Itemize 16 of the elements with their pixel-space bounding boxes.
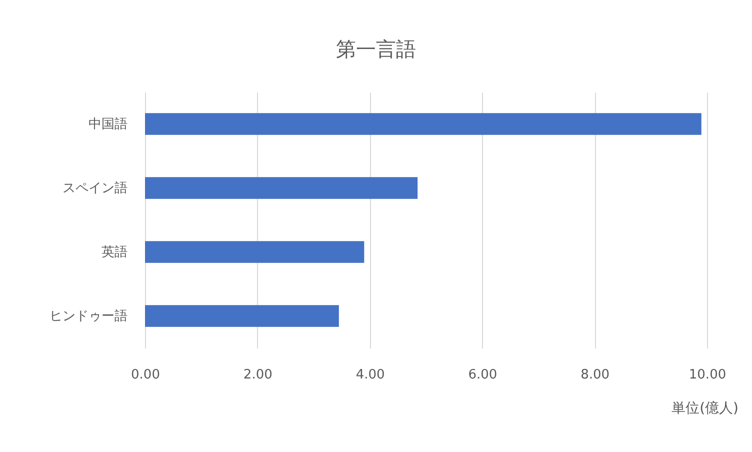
x-tick-label: 6.00 [468, 368, 498, 382]
x-tick-label: 0.00 [131, 368, 160, 382]
x-tick-label: 8.00 [580, 368, 610, 382]
y-tick-label: 中国語 [88, 117, 128, 132]
chart-title: 第一言語 [336, 37, 416, 61]
y-tick-label: スペイン語 [62, 181, 128, 196]
y-tick-label: 英語 [102, 245, 128, 260]
y-tick-label: ヒンドゥー語 [50, 309, 128, 324]
x-tick-label: 10.00 [688, 368, 726, 382]
bar [145, 113, 702, 135]
bar [145, 241, 364, 263]
bar [145, 177, 418, 199]
x-axis-title: 単位(億人) [672, 400, 738, 416]
x-tick-label: 2.00 [243, 368, 272, 382]
bar [145, 305, 339, 327]
x-tick-label: 4.00 [356, 368, 385, 382]
